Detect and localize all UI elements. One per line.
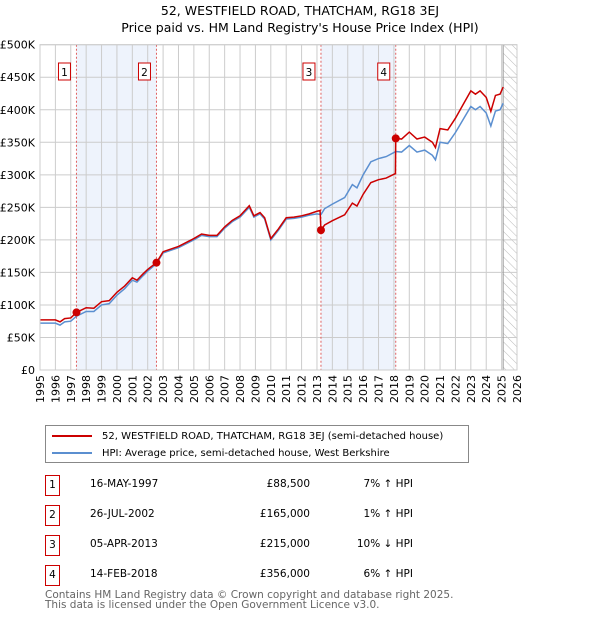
x-tick-label: 2016	[357, 375, 370, 403]
x-tick-label: 2012	[296, 375, 309, 403]
chart-subtitle: Price paid vs. HM Land Registry's House …	[121, 20, 479, 35]
x-tick-label: 2011	[280, 375, 293, 403]
x-tick-label: 2026	[511, 375, 524, 403]
sale-label: 2	[141, 67, 148, 79]
y-tick-label: £200K	[0, 234, 36, 247]
sale-point	[72, 308, 81, 317]
x-tick-label: 1998	[80, 375, 93, 403]
x-tick-label: 2017	[373, 375, 386, 403]
x-tick-label: 2024	[480, 375, 493, 403]
x-tick-label: 2010	[265, 375, 278, 403]
sale-date: 14-FEB-2018	[90, 568, 158, 580]
sale-price: £165,000	[259, 508, 310, 520]
y-tick-label: £50K	[7, 331, 36, 344]
transaction-row: 4 14-FEB-2018 £356,000 6% ↑ HPI	[45, 565, 465, 587]
x-tick-label: 2021	[434, 375, 447, 403]
price-chart: 1995 1996 1997 1998 1999 2000 2001 2002 2003 2004…	[0, 39, 524, 403]
sale-point	[316, 226, 325, 235]
footer-line: This data is licensed under the Open Gov…	[45, 599, 380, 611]
sale-label-box	[137, 62, 151, 81]
hpi-delta: 7% ↑ HPI	[363, 478, 413, 490]
hpi-delta: 1% ↑ HPI	[363, 508, 413, 520]
sale-label: 3	[306, 67, 313, 79]
x-tick-label: 2005	[188, 375, 201, 403]
x-tick-label: 2007	[219, 375, 232, 403]
transaction-row: 2 26-JUL-2002 £165,000 1% ↑ HPI	[45, 505, 465, 527]
transaction-row: 3 05-APR-2013 £215,000 10% ↓ HPI	[45, 535, 465, 557]
y-tick-label: £300K	[0, 169, 36, 182]
chart-title: 52, WESTFIELD ROAD, THATCHAM, RG18 3EJ	[160, 3, 440, 18]
hpi-delta: 6% ↑ HPI	[363, 568, 413, 580]
x-tick-label: 2003	[157, 375, 170, 403]
sale-point	[152, 258, 161, 267]
x-tick-label: 1996	[49, 375, 62, 403]
y-tick-label: £150K	[0, 266, 36, 279]
y-tick-label: £500K	[0, 39, 36, 52]
x-tick-label: 2020	[419, 375, 432, 403]
x-tick-label: 2000	[111, 375, 124, 403]
sale-date: 05-APR-2013	[90, 538, 158, 550]
y-tick-label: £100K	[0, 299, 36, 312]
footer: Contains HM Land Registry data © Crown c…	[45, 589, 454, 611]
x-tick-label: 2018	[388, 375, 401, 403]
y-tick-label: £400K	[0, 104, 36, 117]
x-tick-label: 2006	[203, 375, 216, 403]
x-tick-label: 2008	[234, 375, 247, 403]
x-tick-label: 1997	[65, 375, 78, 403]
x-tick-label: 2014	[326, 375, 339, 403]
sale-label: 4	[380, 67, 387, 79]
sale-price: £215,000	[259, 538, 310, 550]
y-tick-label: £250K	[0, 201, 36, 214]
x-tick-label: 2019	[403, 375, 416, 403]
legend: 52, WESTFIELD ROAD, THATCHAM, RG18 3EJ (…	[45, 425, 469, 463]
legend-label: 52, WESTFIELD ROAD, THATCHAM, RG18 3EJ (…	[102, 430, 444, 442]
footer-line: Contains HM Land Registry data © Crown c…	[45, 589, 454, 601]
sale-label-box	[377, 62, 391, 81]
x-tick-label: 2015	[342, 375, 355, 403]
legend-label: HPI: Average price, semi-detached house,…	[102, 447, 390, 459]
x-tick-label: 1995	[34, 375, 47, 403]
legend-item-hpi: HPI: Average price, semi-detached house,…	[52, 445, 390, 461]
x-tick-label: 2001	[126, 375, 139, 403]
sale-price: £356,000	[259, 568, 310, 580]
sale-date: 16-MAY-1997	[90, 478, 159, 490]
x-tick-label: 1999	[96, 375, 109, 403]
y-tick-label: £450K	[0, 71, 36, 84]
x-tick-label: 2023	[465, 375, 478, 403]
x-tick-label: 2022	[449, 375, 462, 403]
sale-date: 26-JUL-2002	[90, 508, 155, 520]
sale-marker-badge: 4	[45, 565, 60, 586]
sale-marker-badge: 2	[45, 505, 60, 526]
x-tick-label: 2025	[496, 375, 509, 403]
sale-point	[391, 134, 400, 143]
hpi-delta: 10% ↓ HPI	[356, 538, 413, 550]
sale-label: 1	[61, 67, 68, 79]
sale-price: £88,500	[266, 478, 310, 490]
series-line-property	[40, 86, 504, 323]
legend-item-property: 52, WESTFIELD ROAD, THATCHAM, RG18 3EJ (…	[52, 428, 443, 444]
y-tick-label: £350K	[0, 136, 36, 149]
sale-marker-badge: 3	[45, 535, 60, 556]
y-tick-label: £0	[21, 364, 35, 377]
x-tick-label: 2002	[142, 375, 155, 403]
x-tick-label: 2004	[172, 375, 185, 403]
legend-swatch	[52, 435, 92, 437]
plot-border	[39, 44, 518, 371]
legend-swatch	[52, 452, 92, 454]
x-tick-label: 2013	[311, 375, 324, 403]
sale-marker-badge: 1	[45, 475, 60, 496]
sale-label-box	[57, 62, 71, 81]
transaction-row: 1 16-MAY-1997 £88,500 7% ↑ HPI	[45, 475, 465, 497]
x-tick-label: 2009	[249, 375, 262, 403]
sale-label-box	[302, 62, 316, 81]
